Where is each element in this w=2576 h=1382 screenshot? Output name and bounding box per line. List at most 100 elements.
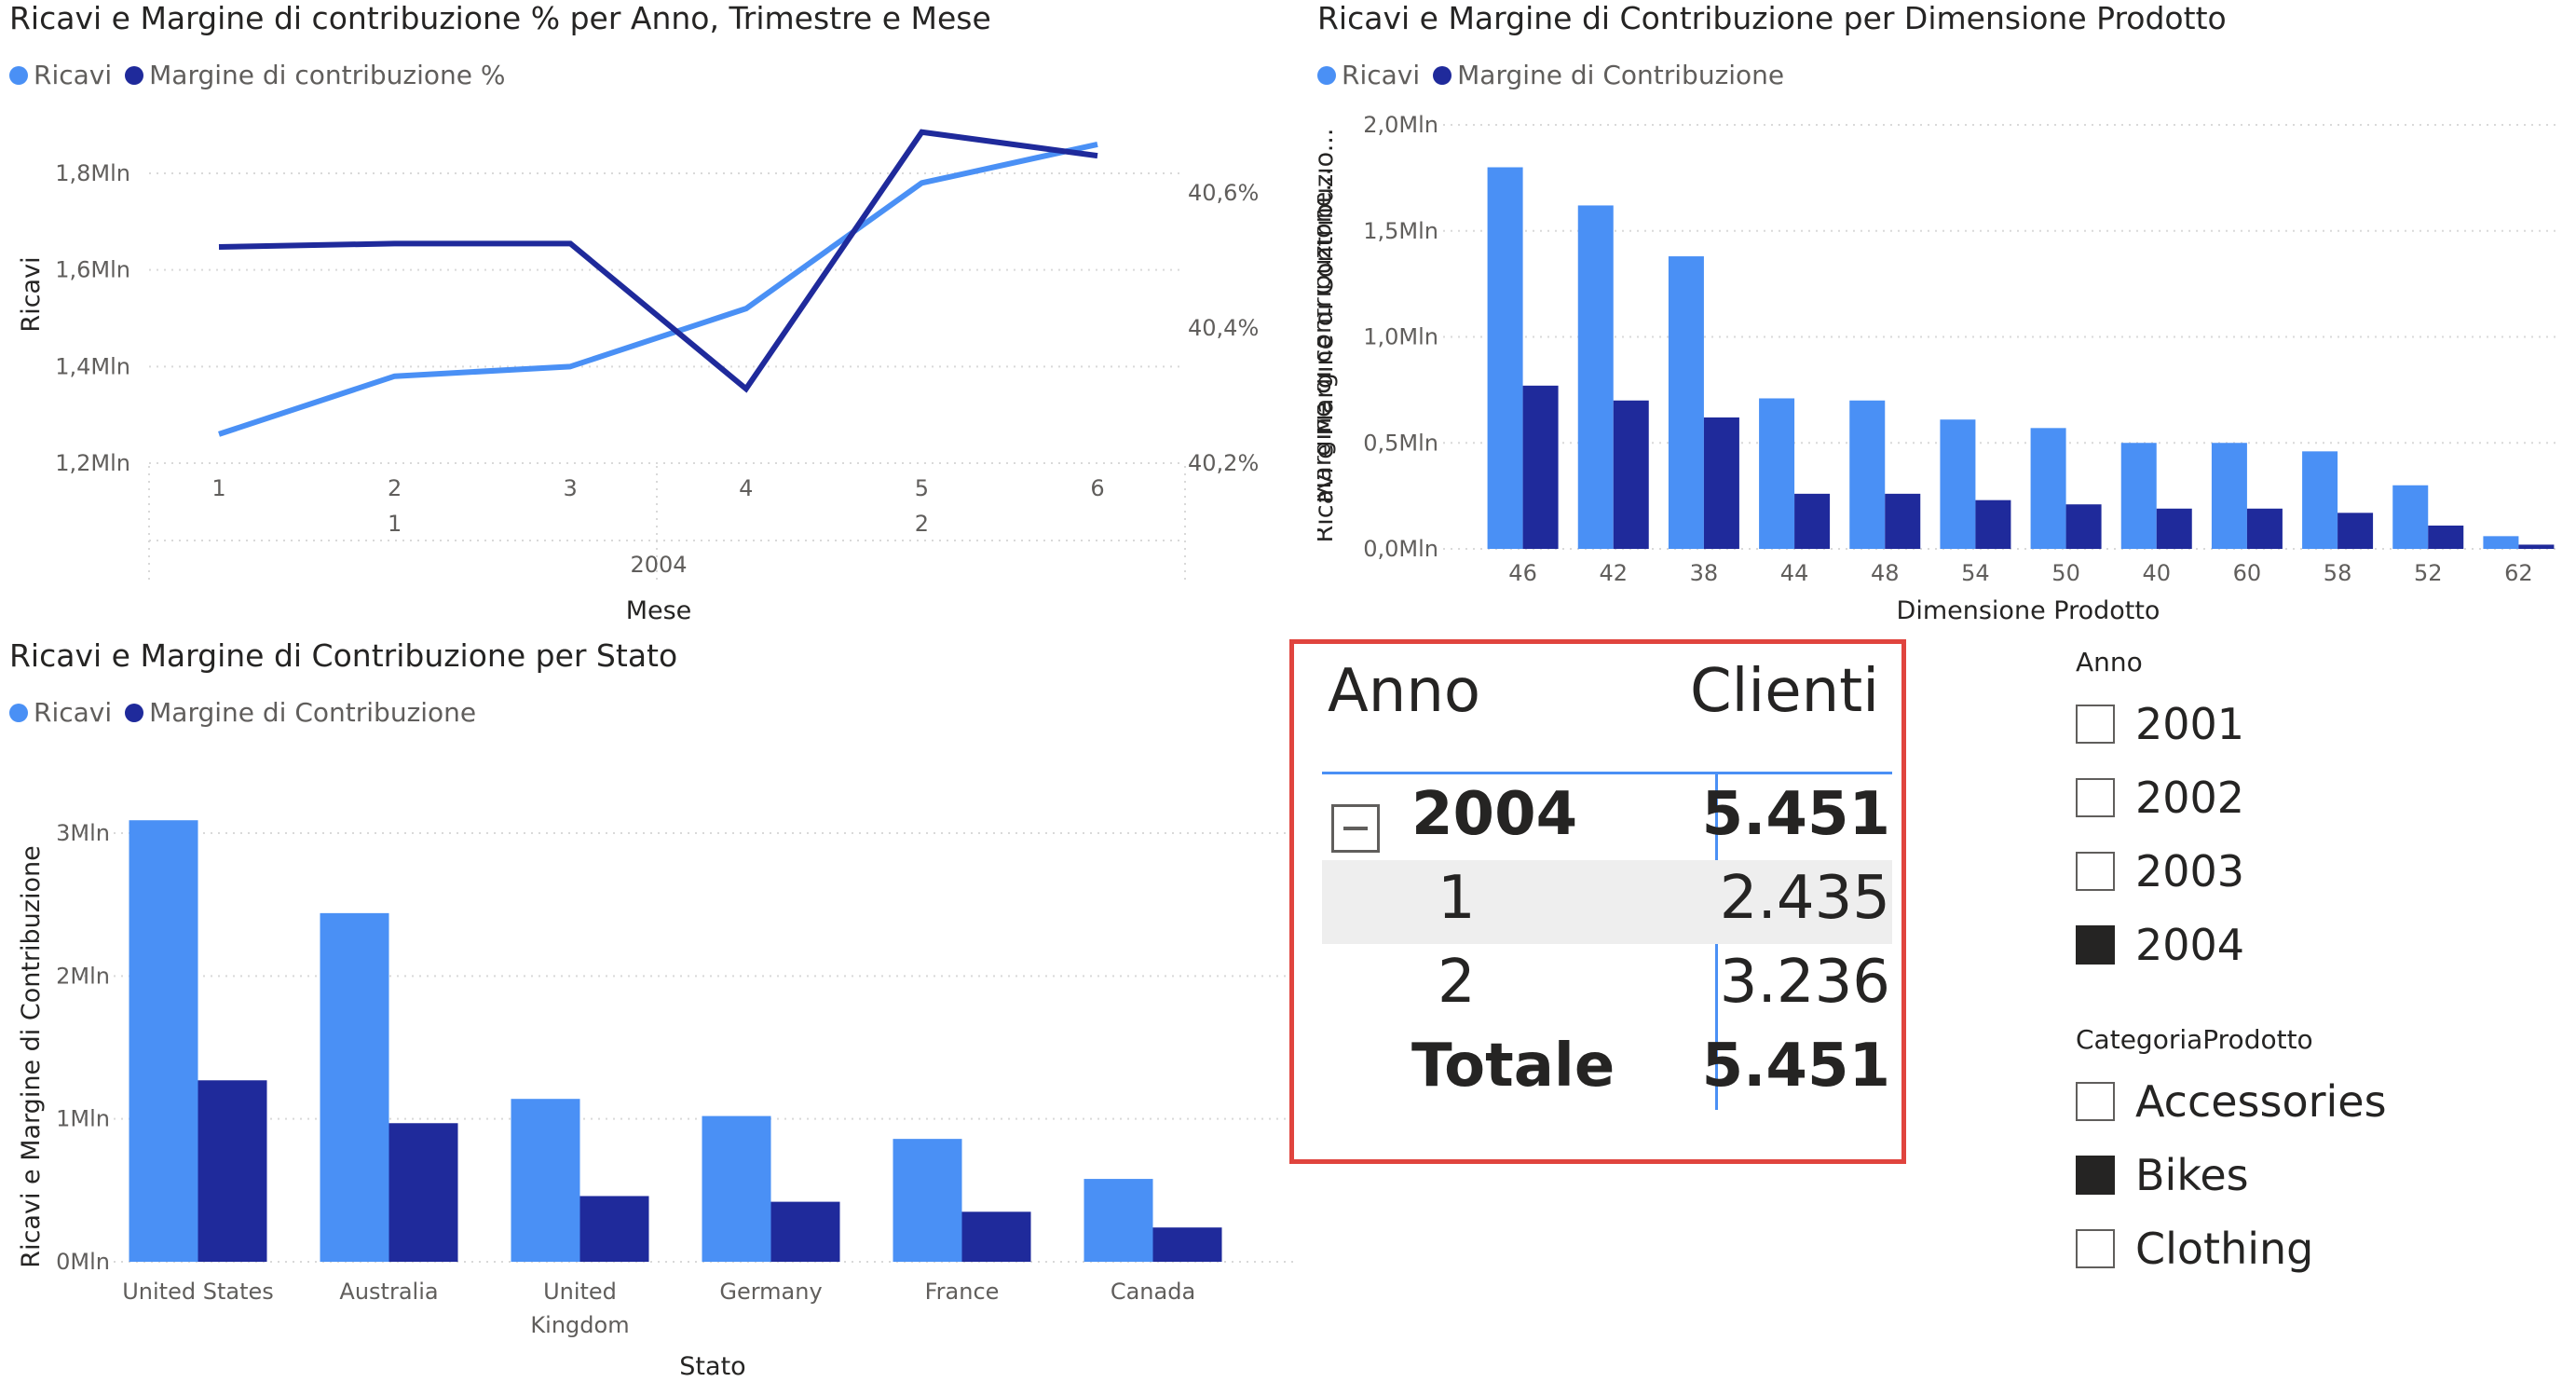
legend-label: Ricavi xyxy=(1342,60,1421,90)
slicer-option[interactable]: Accessories xyxy=(2076,1064,2387,1138)
bar-margine xyxy=(1703,417,1739,549)
x-tick-label: France xyxy=(925,1279,1000,1305)
matrix-visual[interactable]: Anno Clienti 2004 5.451 1 2.435 2 3.236 … xyxy=(1289,639,1906,1164)
line-chart-visual[interactable]: Ricavi e Margine di contribuzione % per … xyxy=(9,0,1295,634)
legend-item-margine[interactable]: Margine di Contribuzione xyxy=(1433,60,1784,90)
legend-item-margine[interactable]: Margine di contribuzione % xyxy=(125,60,506,90)
series-line-ricavi xyxy=(218,141,1098,437)
x-tick-label: 42 xyxy=(1599,560,1628,586)
x-tick-label: 46 xyxy=(1508,560,1537,586)
bar-ricavi xyxy=(2302,451,2338,549)
slicer-title: Anno xyxy=(2076,647,2143,677)
slicer-option[interactable]: Bikes xyxy=(2076,1138,2387,1211)
matrix-total-label: Totale xyxy=(1411,1032,1615,1101)
checkbox-icon[interactable] xyxy=(2076,704,2115,744)
slicer-option-label: Bikes xyxy=(2135,1149,2249,1200)
legend-label: Margine di Contribuzione xyxy=(149,697,477,728)
x-tick-label: United States xyxy=(122,1279,274,1305)
y-tick-label: 1,5Mln xyxy=(1363,218,1438,244)
checkbox-icon[interactable] xyxy=(2076,851,2115,891)
slicer-option[interactable]: 2004 xyxy=(2076,908,2244,981)
line-chart-svg: 1,2Mln 1,4Mln 1,6Mln 1,8Mln 40,2% 40,4% 40,6% 1… xyxy=(17,129,1259,625)
bar-ricavi xyxy=(1668,256,1704,549)
bar-ricavi xyxy=(511,1099,580,1262)
bar-margine xyxy=(1613,400,1649,549)
legend-item-ricavi[interactable]: Ricavi xyxy=(9,60,112,90)
slicer-option[interactable]: Clothing xyxy=(2076,1211,2387,1285)
bar-ricavi xyxy=(320,912,389,1262)
y-axis-title: Ricavi e Margine di Contribuzio... xyxy=(1317,129,1339,543)
legend-label: Ricavi xyxy=(34,60,113,90)
legend-label: Margine di contribuzione % xyxy=(149,60,506,90)
x-tick-label: 54 xyxy=(1961,560,1990,586)
chart-legend: Ricavi Margine di Contribuzione xyxy=(9,697,476,728)
x-tick-label: 60 xyxy=(2233,560,2262,586)
x-tick-label: 58 xyxy=(2324,560,2352,586)
bar-margine xyxy=(2065,504,2102,549)
chart-title: Ricavi e Margine di Contribuzione per St… xyxy=(9,637,678,674)
bar-margine xyxy=(2246,508,2283,549)
slicer-option[interactable]: 2002 xyxy=(2076,760,2244,834)
y-axis-title: Ricavi xyxy=(17,256,46,332)
x-axis-title: Stato xyxy=(679,1352,745,1381)
slicer-option-label: Clothing xyxy=(2135,1223,2314,1274)
matrix-row-value: 2.435 xyxy=(1719,864,1890,933)
y2-tick-label: 40,4% xyxy=(1188,315,1259,341)
slicer-option[interactable]: 2001 xyxy=(2076,687,2244,760)
legend-item-margine[interactable]: Margine di Contribuzione xyxy=(125,697,476,728)
checkbox-icon[interactable] xyxy=(2076,1228,2115,1268)
bar-margine xyxy=(1975,499,2011,549)
bar-ricavi xyxy=(2120,443,2157,549)
x-tick-label: 50 xyxy=(2051,560,2080,586)
bar-chart-dimensione-visual[interactable]: Ricavi e Margine di Contribuzione per Di… xyxy=(1317,0,2566,634)
y2-tick-label: 40,2% xyxy=(1188,450,1259,476)
slicer-option-label: 2003 xyxy=(2135,845,2245,896)
bar-margine xyxy=(1794,493,1831,549)
y-tick-label: 1,8Mln xyxy=(55,160,130,186)
bar-ricavi xyxy=(1577,205,1614,549)
checkbox-checked-icon[interactable] xyxy=(2076,924,2115,965)
x-tick-label: 4 xyxy=(739,475,753,501)
x-tick-label: 40 xyxy=(2142,560,2171,586)
x-tick-label: 1 xyxy=(211,475,225,501)
y-tick-label: 1,4Mln xyxy=(55,353,130,379)
bar-margine xyxy=(2156,508,2192,549)
bar-margine xyxy=(198,1080,267,1262)
matrix-row-year-label: 2004 xyxy=(1411,780,1578,849)
legend-item-ricavi[interactable]: Ricavi xyxy=(1317,60,1420,90)
y2-tick-label: 40,6% xyxy=(1188,180,1259,206)
y-tick-label: 3Mln xyxy=(56,820,110,846)
chart-title: Ricavi e Margine di Contribuzione per Di… xyxy=(1317,0,2227,36)
slicer-anno: Anno 2001 2002 2003 2004 xyxy=(2076,647,2244,981)
x-axis-title: Dimensione Prodotto xyxy=(1897,596,2160,625)
bar-margine xyxy=(388,1123,458,1262)
bar-ricavi xyxy=(2392,485,2429,549)
legend-dot-icon xyxy=(125,65,144,85)
bar-ricavi xyxy=(2211,443,2247,549)
bar-ricavi xyxy=(1759,398,1795,549)
checkbox-checked-icon[interactable] xyxy=(2076,1155,2115,1195)
x-tick-label: 3 xyxy=(564,475,578,501)
collapse-icon[interactable] xyxy=(1331,804,1380,853)
minus-icon xyxy=(1343,827,1368,830)
matrix-header-anno[interactable]: Anno xyxy=(1328,657,1481,726)
slicer-title: CategoriaProdotto xyxy=(2076,1024,2313,1055)
bar-margine xyxy=(1522,385,1559,549)
bar-ricavi xyxy=(1849,400,1886,549)
x-tick-label: 62 xyxy=(2504,560,2533,586)
checkbox-icon[interactable] xyxy=(2076,777,2115,817)
slicer-option-label: 2002 xyxy=(2135,772,2245,823)
chart-legend: Ricavi Margine di Contribuzione xyxy=(1317,60,1784,90)
checkbox-icon[interactable] xyxy=(2076,1081,2115,1121)
bar-margine xyxy=(2337,513,2374,549)
legend-label: Margine di Contribuzione xyxy=(1457,60,1785,90)
bar-ricavi xyxy=(2030,428,2066,549)
x-tick-label: 44 xyxy=(1780,560,1809,586)
bar-chart-stato-visual[interactable]: Ricavi e Margine di Contribuzione per St… xyxy=(9,637,1295,1382)
slicer-option[interactable]: 2003 xyxy=(2076,834,2244,908)
y-tick-label: 1,2Mln xyxy=(55,450,130,476)
legend-item-ricavi[interactable]: Ricavi xyxy=(9,697,112,728)
y-tick-label: 0Mln xyxy=(56,1249,110,1275)
x-tick-label: Australia xyxy=(339,1279,438,1305)
matrix-header-clienti[interactable]: Clienti xyxy=(1689,657,1879,726)
